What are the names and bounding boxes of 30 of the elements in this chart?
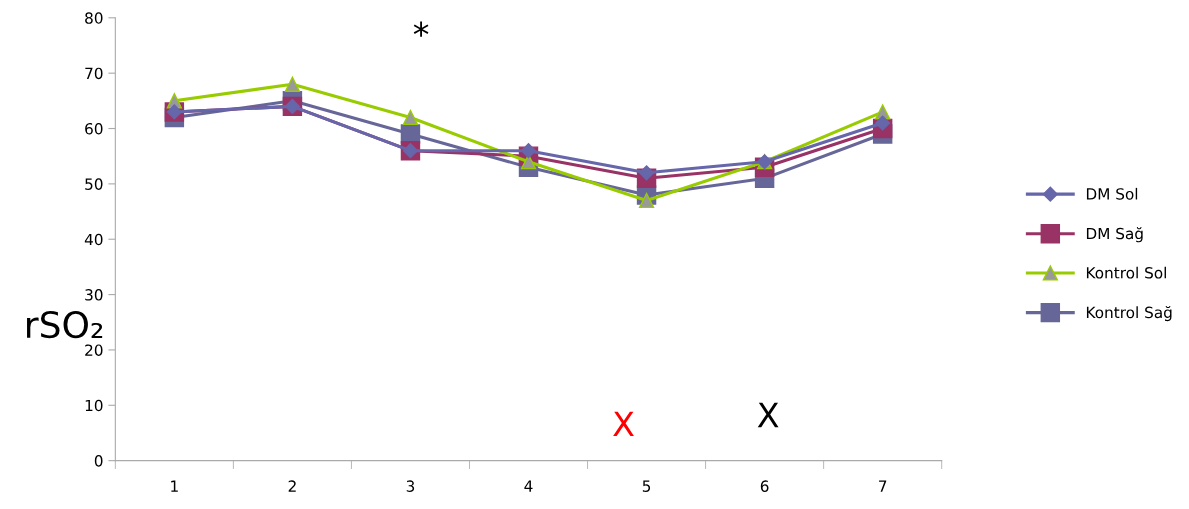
legend-label: DM Sol xyxy=(1086,187,1138,200)
y-tick-label: 50 xyxy=(85,178,103,190)
y-tick-label: 10 xyxy=(85,399,103,412)
point xyxy=(638,165,655,181)
y-tick-label: 40 xyxy=(84,233,103,246)
x-tick-label: 5 xyxy=(642,480,651,492)
y-tick-label: 60 xyxy=(85,122,103,135)
y-tick-label: 80 xyxy=(85,12,103,24)
point xyxy=(520,154,537,170)
legend-label: Kontrol Sağ xyxy=(1086,305,1172,322)
annotation: * xyxy=(413,21,429,37)
y-tick-label: 0 xyxy=(94,455,103,467)
y-tick-label: 20 xyxy=(85,344,103,356)
annotation: X xyxy=(613,411,634,436)
x-tick-label: 7 xyxy=(879,480,887,492)
y-tick-label: 70 xyxy=(85,67,103,80)
x-tick-label: 4 xyxy=(524,480,533,492)
point xyxy=(284,76,301,92)
legend-label: Kontrol Sol xyxy=(1086,266,1166,279)
y-tick-label: 30 xyxy=(85,289,103,301)
point xyxy=(402,109,419,126)
x-tick-label: 6 xyxy=(760,480,769,492)
point xyxy=(520,143,537,159)
point xyxy=(638,192,655,209)
annotation: X xyxy=(757,402,779,428)
y-axis-title: rSO₂ xyxy=(27,310,103,339)
x-tick-label: 2 xyxy=(288,480,296,492)
legend-label: DM Sağ xyxy=(1086,227,1143,243)
x-tick-label: 1 xyxy=(171,480,178,492)
x-tick-label: 3 xyxy=(406,480,415,492)
